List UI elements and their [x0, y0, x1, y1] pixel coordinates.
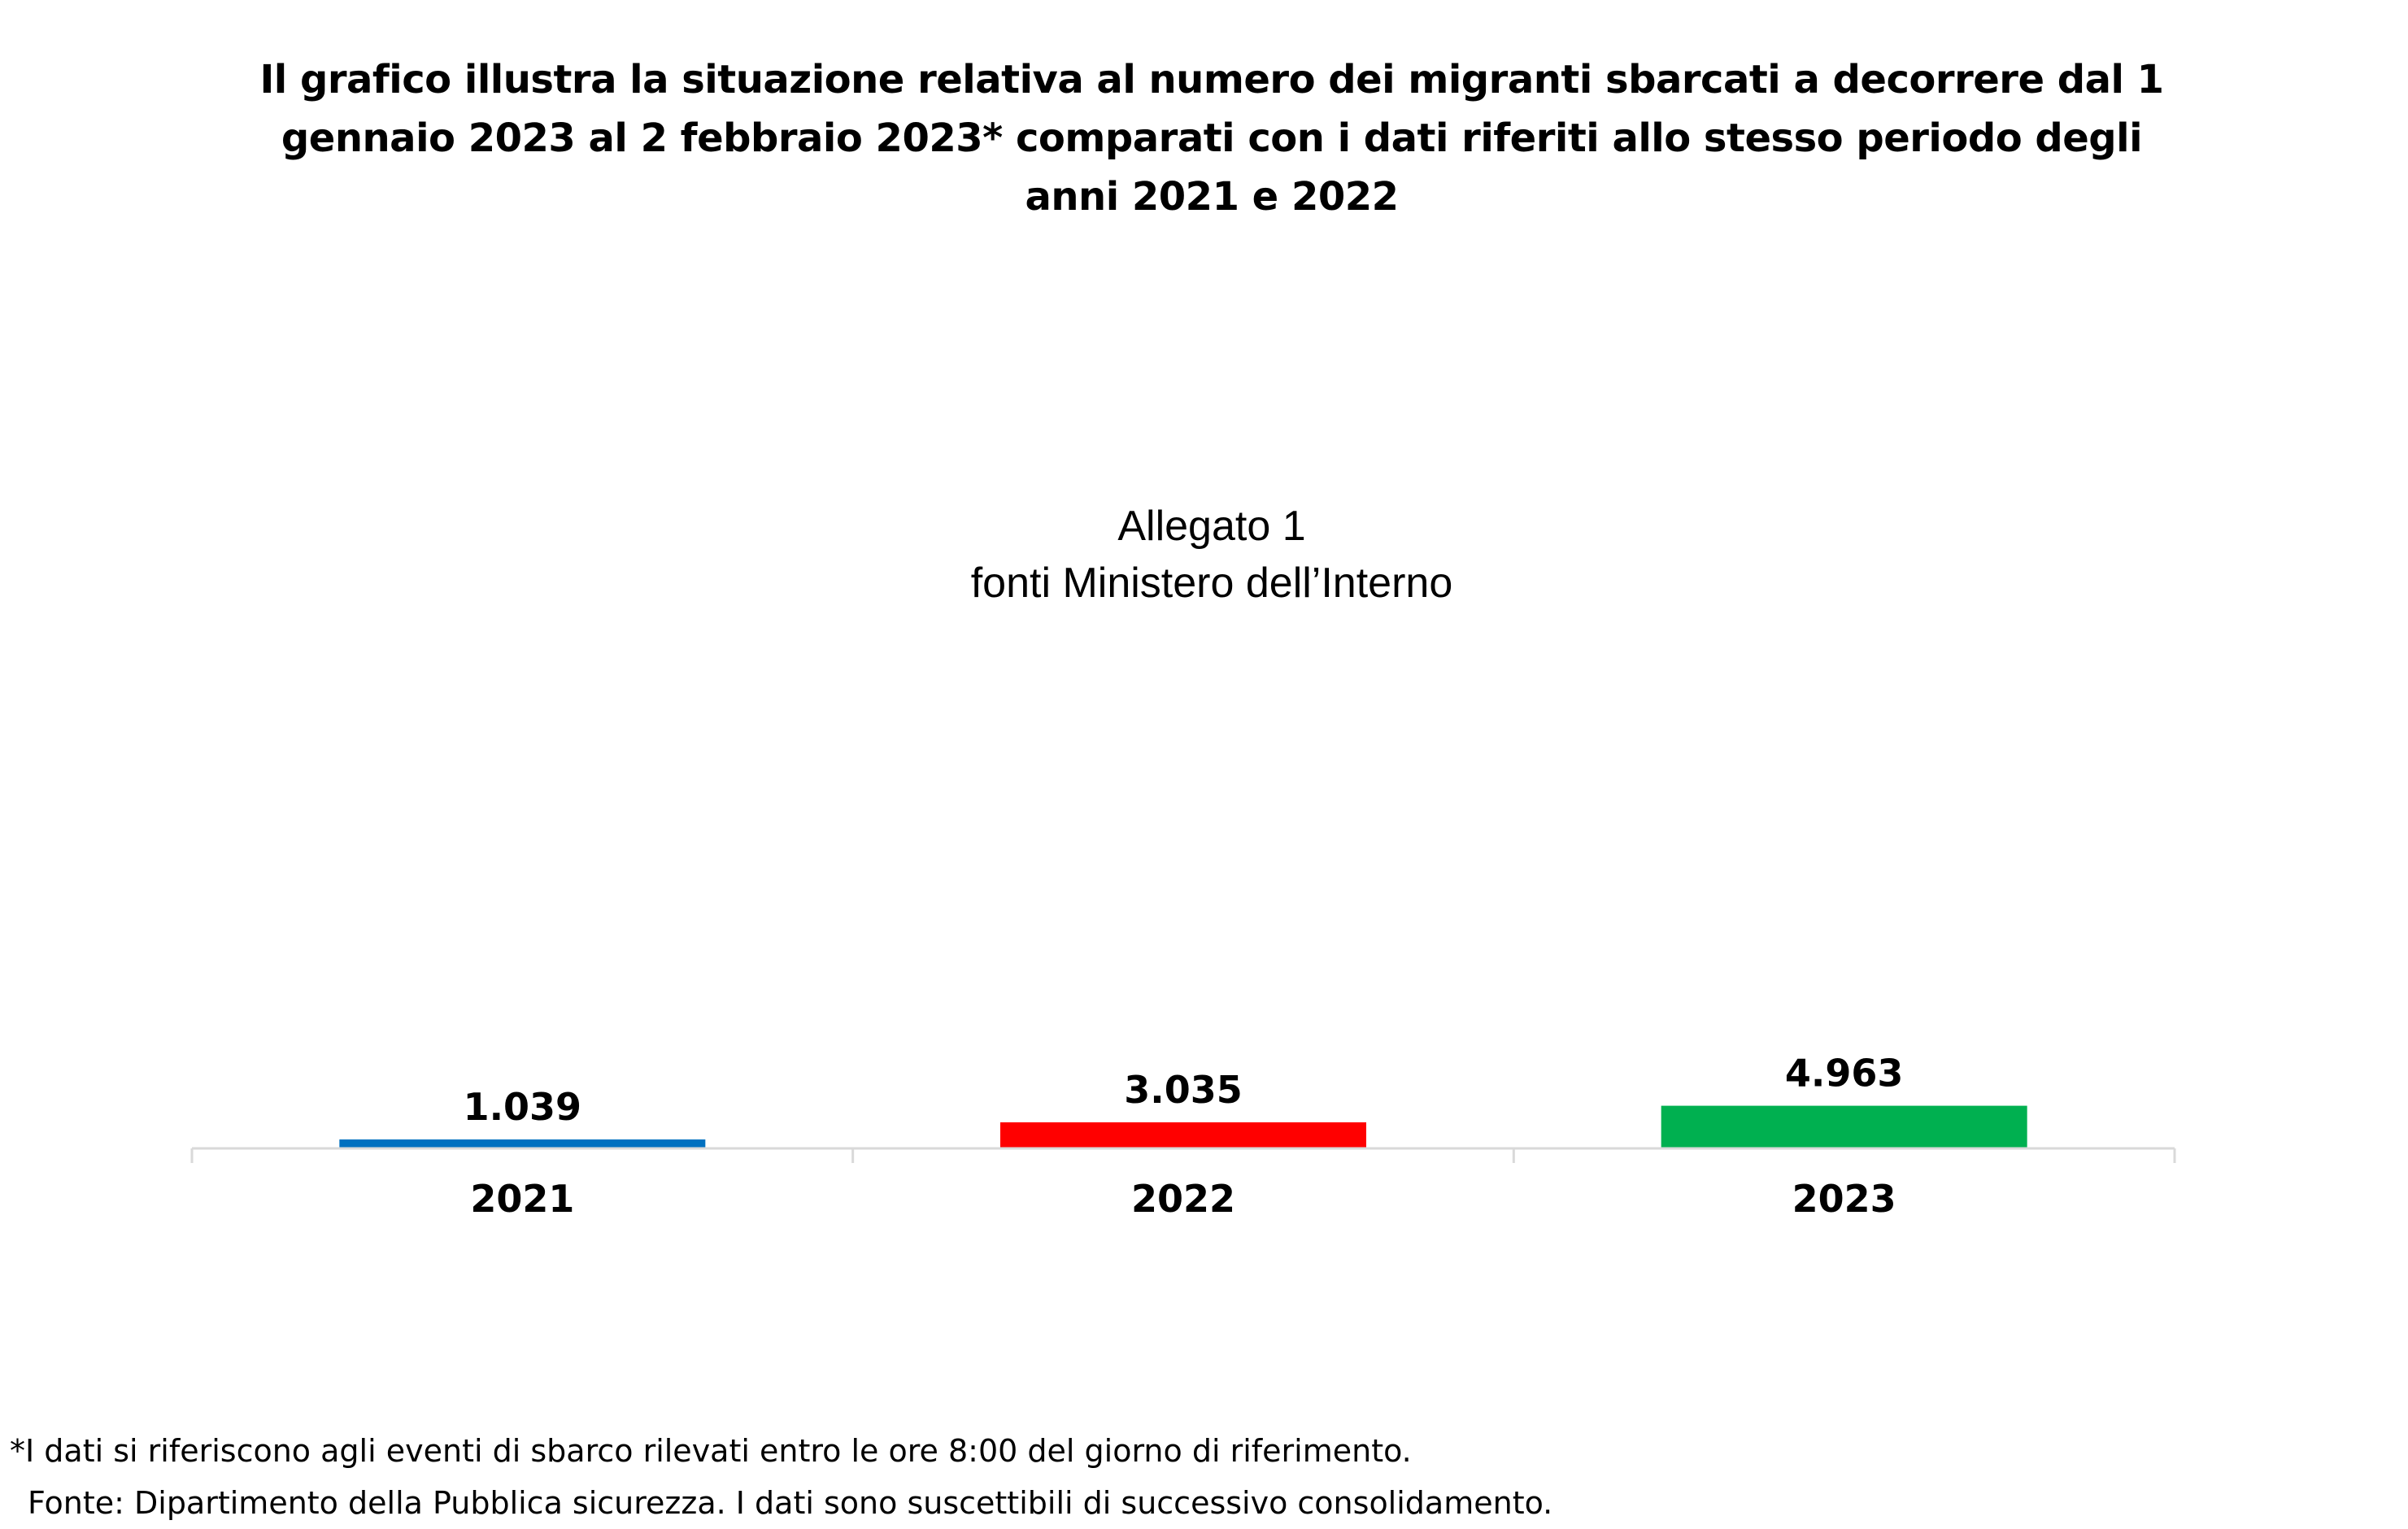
chart-subtitle: Allegato 1 fonti Ministero dell’Interno [732, 498, 1692, 612]
data-label-2021: 1.039 [464, 1085, 582, 1129]
footnote-note: *I dati si riferiscono agli eventi di sb… [10, 1433, 1412, 1469]
chart-subtitle-line: Allegato 1 [1117, 503, 1306, 550]
data-label-2023: 4.963 [1785, 1052, 1904, 1096]
chart-title-line: Il grafico illustra la situazione relati… [259, 57, 2164, 102]
x-tick-label-2023: 2023 [1792, 1177, 1896, 1221]
chart-subtitle-line: fonti Ministero dell’Interno [970, 560, 1453, 607]
data-label-2022: 3.035 [1124, 1068, 1243, 1112]
x-tick-label-2021: 2021 [470, 1177, 574, 1221]
chart-title-line: anni 2021 e 2022 [1025, 174, 1399, 220]
footnote: *I dati si riferiscono agli eventi di sb… [10, 1425, 1552, 1529]
bar-2021 [339, 1139, 706, 1148]
bar-2023 [1661, 1105, 2027, 1148]
chart-title-line: gennaio 2023 al 2 febbraio 2023* compara… [281, 115, 2143, 161]
footnote-source: Fonte: Dipartimento della Pubblica sicur… [28, 1485, 1553, 1521]
chart-title: Il grafico illustra la situazione relati… [203, 50, 2220, 226]
bar-2022 [1000, 1122, 1366, 1148]
x-tick-label-2022: 2022 [1131, 1177, 1235, 1221]
